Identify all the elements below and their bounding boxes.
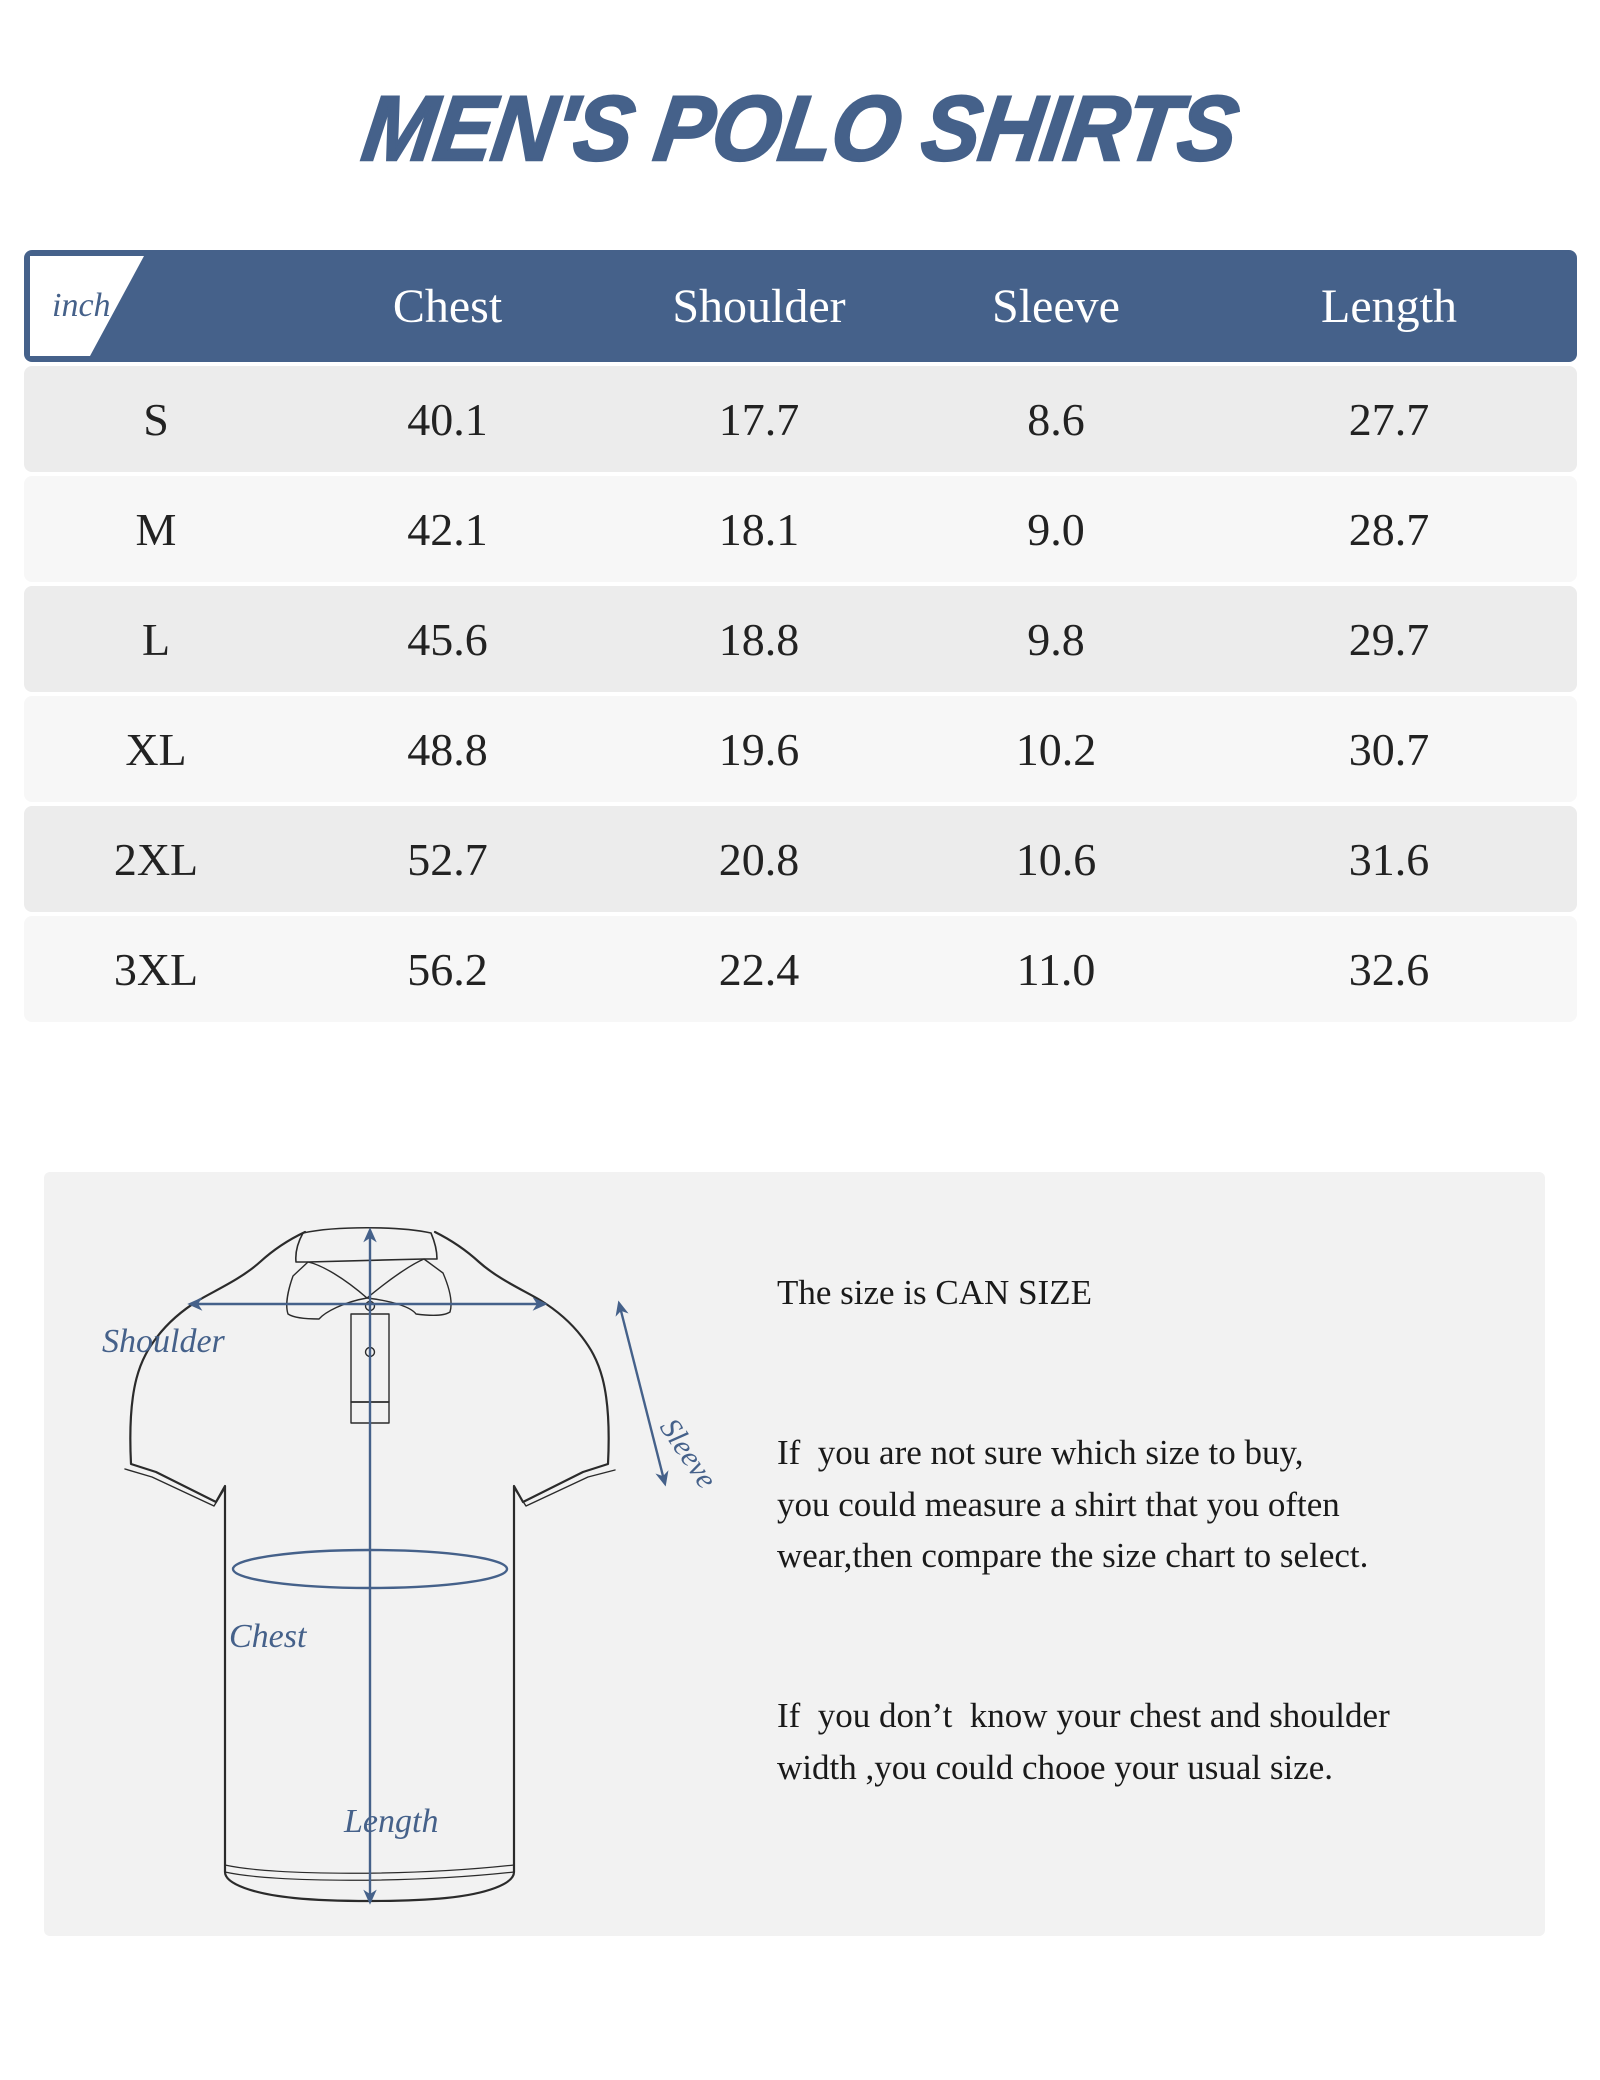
svg-text:Chest: Chest (229, 1618, 308, 1655)
svg-text:Shoulder: Shoulder (102, 1323, 226, 1360)
svg-text:Length: Length (343, 1803, 438, 1840)
svg-text:Sleeve: Sleeve (653, 1412, 723, 1494)
